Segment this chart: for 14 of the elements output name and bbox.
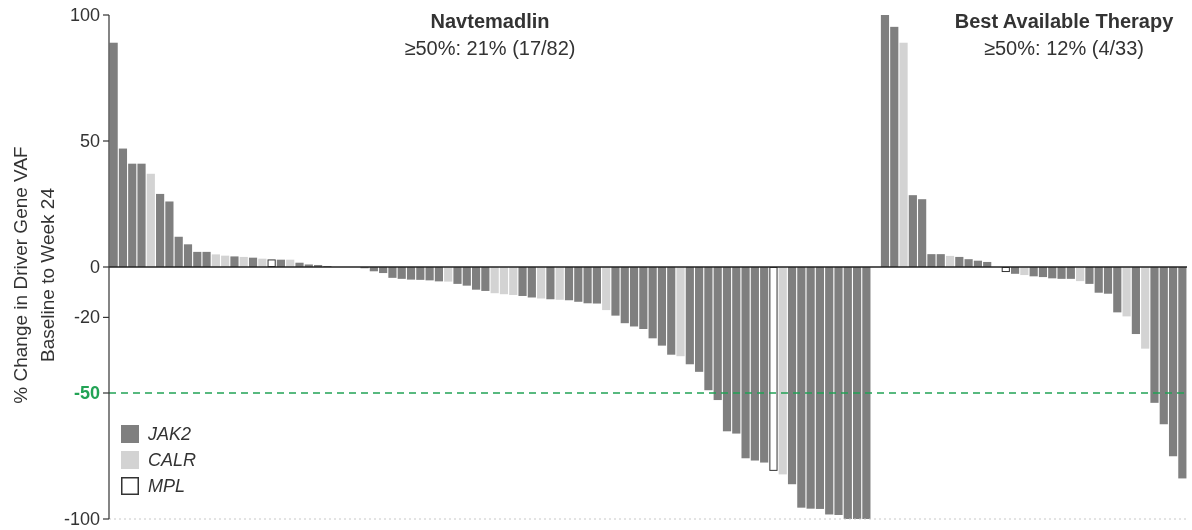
y-axis-title: % Change in Driver Gene VAF Baseline to Week 24 bbox=[10, 146, 58, 404]
annotation: ≥50%: 12% (4/33) bbox=[984, 37, 1144, 59]
legend-label: CALR bbox=[148, 450, 197, 470]
y-tick-label: 100 bbox=[69, 5, 100, 25]
y-tick-label: -100 bbox=[63, 509, 100, 529]
ref-line-label: -50 bbox=[73, 383, 100, 403]
legend-label: JAK2 bbox=[147, 424, 192, 444]
y-tick-label: 0 bbox=[89, 257, 100, 277]
annotation: ≥50%: 21% (17/82) bbox=[404, 37, 576, 59]
y-tick-label: 50 bbox=[79, 131, 100, 151]
legend-label: MPL bbox=[148, 476, 186, 496]
annotation: Navtemadlin bbox=[430, 10, 550, 32]
y-tick-label: -20 bbox=[73, 307, 100, 328]
annotation: Best Available Therapy bbox=[954, 10, 1175, 32]
